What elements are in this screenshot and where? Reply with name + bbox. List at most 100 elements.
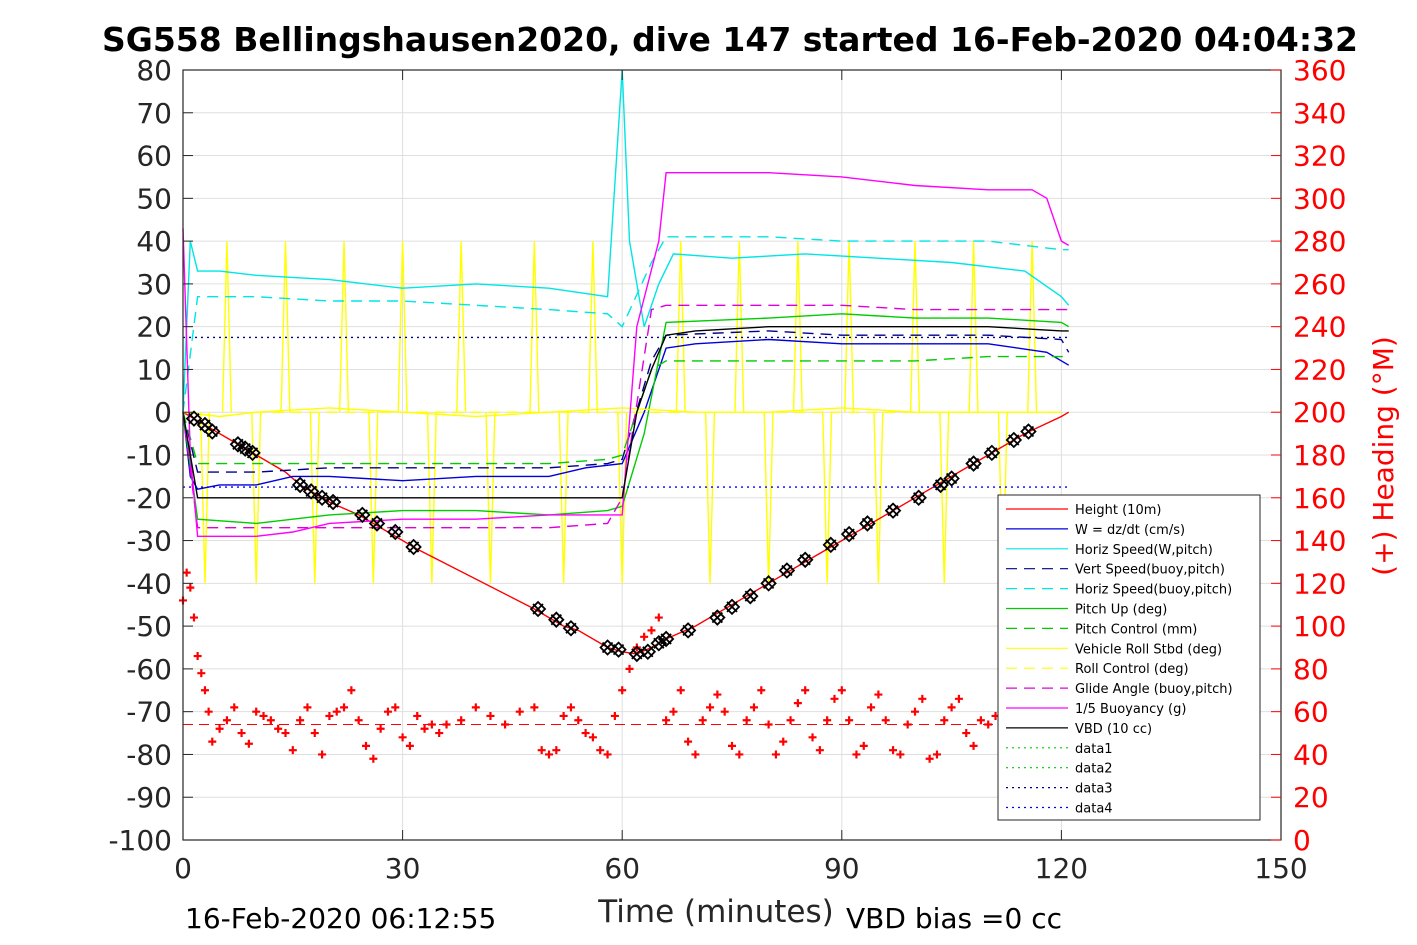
depth-marker [562, 619, 580, 637]
heading-point [823, 716, 832, 725]
heading-point [764, 720, 773, 729]
depth-marker [291, 476, 309, 494]
heading-point [215, 724, 224, 733]
roll-spike-up [338, 241, 350, 413]
heading-point [442, 720, 451, 729]
heading-point [742, 716, 751, 725]
heading-point [515, 707, 524, 716]
heading-point [237, 729, 246, 738]
heading-point [654, 613, 663, 622]
y-tick-label: -100 [108, 824, 172, 857]
heading-point [903, 720, 912, 729]
depth-marker [742, 587, 759, 605]
series-pitch-control-mm [182, 355, 1069, 465]
heading-point [728, 741, 736, 750]
y-tick-label: -40 [126, 567, 172, 600]
heading-point [566, 703, 575, 712]
heading-point [486, 711, 495, 720]
heading-point [332, 707, 341, 716]
y2-tick-label: 260 [1293, 268, 1346, 301]
y-tick-label: -30 [126, 525, 172, 558]
roll-spike-up [792, 241, 803, 413]
roll-spike-up [456, 241, 467, 413]
y2-tick-label: 60 [1293, 696, 1329, 729]
heading-point [596, 746, 605, 755]
heading-point [625, 664, 634, 673]
legend-entry: W = dz/dt (cm/s) [1075, 523, 1185, 538]
heading-point [588, 733, 597, 742]
heading-point [918, 694, 927, 703]
depth-marker [932, 476, 949, 494]
heading-point [545, 750, 553, 759]
legend-entry: Horiz Speed(W,pitch) [1075, 543, 1213, 558]
roll-spike-down [309, 412, 320, 584]
depth-marker [709, 609, 726, 626]
heading-point [801, 686, 810, 695]
roll-spike-down [558, 412, 569, 584]
roll-spike-down [426, 412, 437, 584]
heading-point [911, 707, 919, 716]
y-tick-label: -90 [126, 781, 172, 814]
heading-point [859, 741, 868, 750]
heading-point [274, 724, 283, 733]
y-tick-label: -50 [126, 610, 172, 643]
heading-point [193, 652, 202, 661]
y2-tick-label: 200 [1293, 396, 1346, 429]
depth-marker [723, 598, 741, 616]
depth-marker [368, 515, 386, 532]
y-tick-label: 0 [154, 396, 172, 429]
y-tick-label: 20 [136, 311, 172, 344]
y2-tick-label: 360 [1293, 54, 1346, 87]
heading-point [852, 750, 861, 759]
y2-tick-label: 160 [1293, 482, 1346, 515]
heading-point [457, 716, 466, 725]
roll-spike-up [1027, 241, 1038, 413]
legend-entry: data3 [1075, 782, 1113, 797]
heading-point [252, 707, 261, 716]
legend-entry: Pitch Control (mm) [1075, 622, 1197, 637]
heading-point [808, 733, 817, 742]
heading-point [501, 720, 510, 729]
depth-marker [387, 523, 404, 541]
heading-point [530, 703, 539, 712]
y2-tick-label: 320 [1293, 140, 1346, 173]
heading-point [391, 703, 400, 712]
depth-marker [884, 502, 902, 519]
chart-title: SG558 Bellingshausen2020, dive 147 start… [102, 20, 1358, 59]
heading-point [874, 690, 883, 699]
heading-point [815, 746, 824, 755]
series-1-5-buoyancy-g [182, 171, 1070, 537]
heading-point [296, 716, 305, 725]
heading-point [735, 750, 744, 759]
y-tick-label: 70 [136, 97, 172, 130]
roll-spike-up [397, 241, 408, 413]
roll-spike-down [939, 412, 950, 584]
roll-spike-up [221, 241, 233, 413]
heading-point [786, 716, 795, 725]
depth-marker [760, 575, 777, 592]
heading-point [954, 694, 963, 703]
roll-spike-down [251, 412, 262, 584]
x-tick-label: 30 [385, 852, 421, 885]
depth-marker [204, 423, 221, 440]
depth-marker [965, 455, 982, 472]
legend-entry: data4 [1075, 802, 1113, 817]
x-tick-label: 120 [1035, 852, 1088, 885]
y2-tick-label: 20 [1293, 781, 1329, 814]
series-vehicle-roll-stbd-deg [182, 407, 1062, 418]
heading-point [720, 707, 729, 716]
depth-marker [236, 440, 254, 457]
depth-marker [599, 639, 616, 656]
footer-vbd-bias: VBD bias =0 cc [846, 902, 1062, 935]
heading-point [698, 716, 707, 725]
heading-point [552, 746, 561, 755]
heading-point [896, 750, 905, 759]
heading-point [976, 716, 985, 725]
legend-entry: Vehicle Roll Stbd (deg) [1075, 642, 1222, 657]
heading-point [354, 716, 363, 725]
depth-marker [244, 444, 261, 462]
depth-marker [1005, 431, 1023, 449]
y2-tick-label: 180 [1293, 439, 1346, 472]
heading-point [310, 729, 319, 738]
